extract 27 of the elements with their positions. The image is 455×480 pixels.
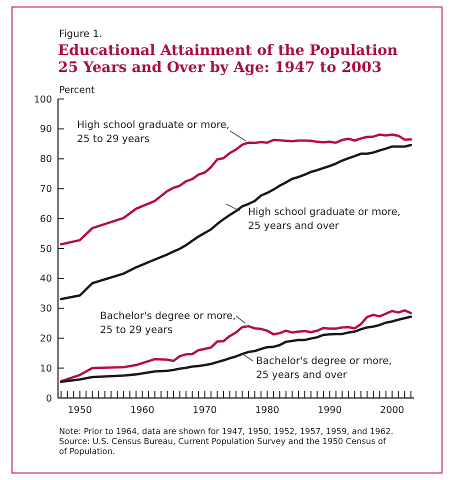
chart-title: Educational Attainment of the Population 25 Years and Over by Age: 1947 to 2003 xyxy=(58,42,398,76)
y-tick-label: 40 xyxy=(40,274,52,285)
text: Note: Prior to 1964, data are shown for 1947, 1950, 1952, 1957, 1959, and 1962. xyxy=(59,426,394,436)
y-tick-label: 80 xyxy=(40,154,52,166)
line-series xyxy=(60,133,412,246)
y-tick-label: 60 xyxy=(40,214,52,225)
x-tick-label: 2000 xyxy=(380,405,404,416)
series-label: Bachelor's degree or more, 25 to 29 years xyxy=(100,311,236,336)
y-axis-title: Percent xyxy=(59,85,96,96)
y-tick-label: 90 xyxy=(40,124,52,136)
y-tick-label: 20 xyxy=(40,334,52,345)
x-tick-label: 1960 xyxy=(130,405,154,416)
chart-subtitle: Figure 1. xyxy=(59,29,102,40)
x-tick-label: 1990 xyxy=(318,405,342,416)
y-tick-label: 100 xyxy=(34,94,52,106)
y-tick-label: 70 xyxy=(40,184,52,196)
y-tick-label: 10 xyxy=(40,363,52,374)
y-tick-label: 50 xyxy=(40,244,52,255)
source-note: Source: U.S. Census Bureau, Current Population Survey and the 1950 Census of of Population. xyxy=(59,436,387,456)
y-tick-label: 0 xyxy=(46,393,52,404)
series-label: High school graduate or more, 25 years and over xyxy=(248,207,401,232)
x-tick-label: 1950 xyxy=(68,405,92,416)
y-tick-label: 30 xyxy=(40,304,52,315)
series-label: High school graduate or more, 25 to 29 years xyxy=(77,120,230,145)
x-tick-label: 1980 xyxy=(255,405,280,416)
x-tick-label: 1970 xyxy=(192,405,217,416)
series-label: Bachelor's degree or more, 25 years and over xyxy=(256,356,392,381)
